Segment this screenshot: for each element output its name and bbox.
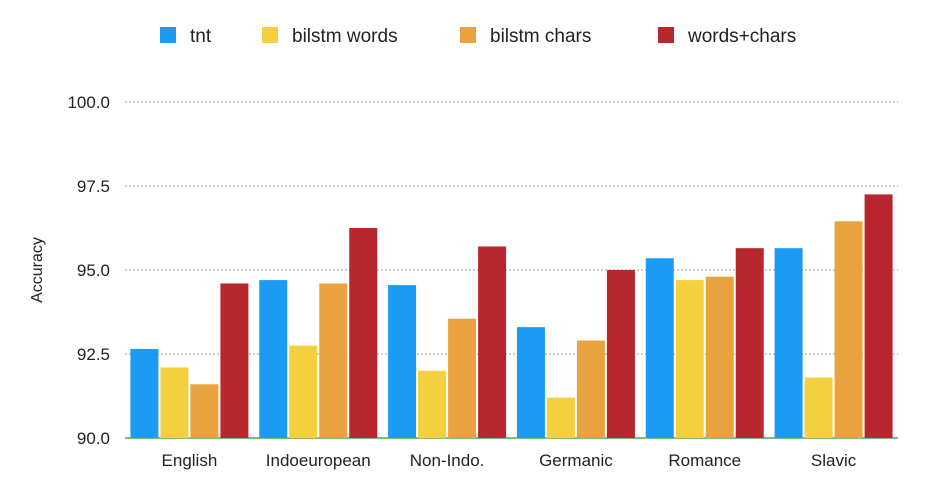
category-label: Germanic (539, 451, 613, 470)
legend-label: tnt (190, 26, 212, 47)
y-tick-label: 90.0 (77, 429, 110, 448)
bar (774, 248, 803, 438)
bar (220, 283, 249, 438)
category-label: Indoeuropean (266, 451, 371, 470)
gridlines (125, 101, 898, 439)
bar (478, 246, 507, 438)
bar (645, 258, 674, 438)
bar (516, 327, 545, 438)
bar (705, 276, 734, 438)
bar (576, 340, 605, 438)
bar (606, 270, 635, 438)
category-label: Romance (668, 451, 741, 470)
legend-swatch (160, 27, 176, 43)
y-axis-title: Accuracy (29, 237, 46, 303)
y-tick-label: 92.5 (77, 345, 110, 364)
bars (130, 194, 893, 438)
category-label: English (162, 451, 218, 470)
bar (546, 397, 575, 438)
bar (388, 285, 417, 438)
category-label: Slavic (811, 451, 857, 470)
legend-swatch (262, 27, 278, 43)
bar (735, 248, 764, 438)
bar (190, 384, 219, 438)
bar (160, 367, 189, 438)
legend-swatch (658, 27, 674, 43)
y-tick-label: 100.0 (67, 93, 110, 112)
bar (864, 194, 893, 438)
legend: tnt bilstm words bilstm chars words+chars (160, 26, 796, 47)
bar (834, 221, 863, 438)
y-axis-ticks: 90.0 92.5 95.0 97.5 100.0 (67, 93, 110, 448)
bar (289, 345, 318, 438)
bar (418, 370, 447, 438)
bar (804, 377, 833, 438)
legend-label: words+chars (687, 26, 796, 47)
x-axis-categories: English Indoeuropean Non-Indo. Germanic Roma… (162, 451, 857, 470)
legend-swatch (460, 27, 476, 43)
bar (448, 318, 477, 438)
bar (319, 283, 348, 438)
bar (259, 280, 288, 438)
legend-label: bilstm chars (490, 26, 591, 47)
y-tick-label: 97.5 (77, 177, 110, 196)
legend-label: bilstm words (292, 26, 398, 47)
bar (130, 348, 159, 438)
bar (349, 228, 378, 438)
bar (675, 280, 704, 438)
category-label: Non-Indo. (410, 451, 485, 470)
y-tick-label: 95.0 (77, 261, 110, 280)
